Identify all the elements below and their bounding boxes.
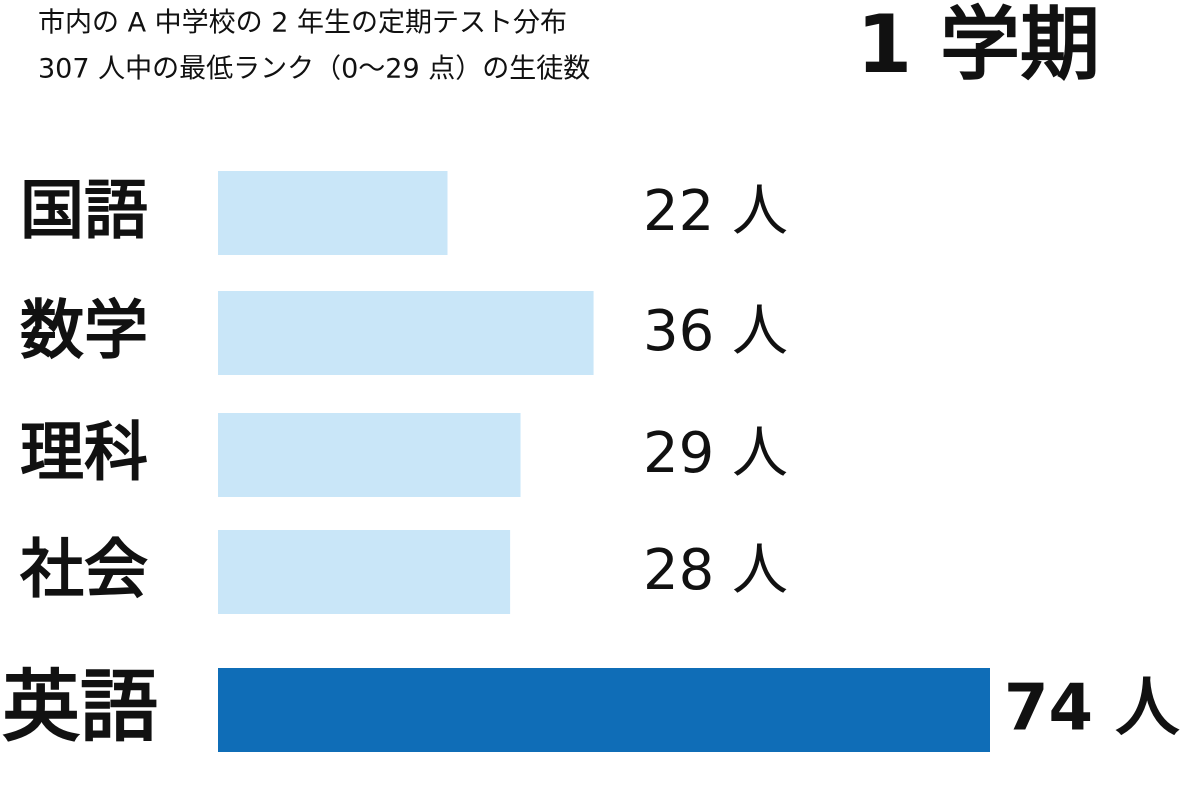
value-label: 36 人 [643, 299, 788, 364]
category-label: 理科 [20, 417, 148, 491]
value-label: 74 人 [1004, 672, 1180, 746]
bar [218, 413, 521, 497]
bar [218, 530, 511, 614]
subtitle: 市内の A 中学校の 2 年生の定期テスト分布 [38, 8, 567, 39]
category-label: 社会 [19, 534, 148, 608]
category-label: 英語 [2, 662, 158, 752]
bar [218, 171, 448, 255]
bar [218, 668, 990, 752]
bar [218, 291, 594, 375]
category-label: 国語 [20, 175, 148, 249]
chart-title: 1 学期 [856, 0, 1100, 91]
category-label: 数学 [20, 295, 148, 369]
value-label: 22 人 [643, 179, 788, 244]
value-label: 29 人 [643, 421, 788, 486]
value-label: 28 人 [643, 538, 788, 603]
subtitle: 307 人中の最低ランク（0〜29 点）の生徒数 [38, 54, 590, 85]
